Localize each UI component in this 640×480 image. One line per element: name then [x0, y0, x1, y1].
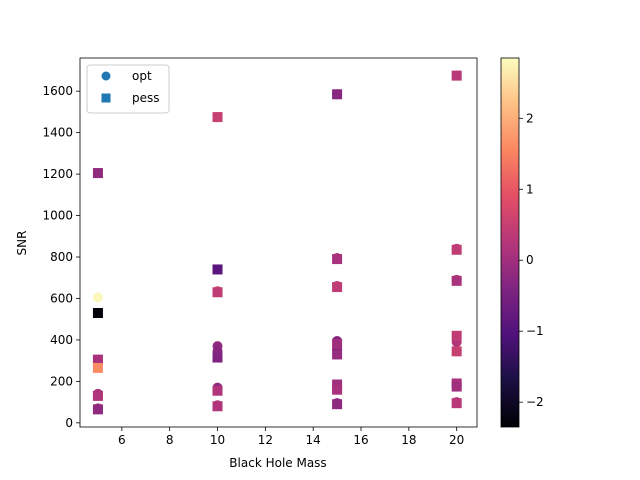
x-tick-label-16: 16: [353, 433, 368, 447]
data-point-pess-3: [92, 362, 103, 373]
y-tick-label-1200: 1200: [42, 167, 73, 181]
data-point-pess-26: [451, 381, 462, 392]
x-axis-label: Black Hole Mass: [229, 456, 326, 470]
data-point-pess-22: [451, 275, 462, 286]
y-tick-label-800: 800: [50, 250, 73, 264]
x-axis: 6 8 10 12 14 16 18 20: [118, 427, 464, 447]
points-layer: [92, 70, 462, 415]
data-point-pess-19: [332, 399, 343, 410]
data-point-pess-6: [212, 112, 223, 123]
data-point-pess-10: [212, 385, 223, 396]
data-point-pess-7: [212, 264, 223, 275]
data-point-pess-24: [451, 346, 462, 357]
legend-frame: [86, 64, 170, 114]
y-axis-label: SNR: [15, 231, 29, 256]
data-point-pess-5: [92, 404, 103, 415]
data-point-pess-2: [92, 354, 103, 365]
data-point-pess-8: [212, 287, 223, 298]
data-point-pess-18: [332, 384, 343, 395]
legend-marker-opt: [101, 71, 111, 81]
data-point-pess-12: [332, 89, 343, 100]
y-axis: 0 200 400 600 800 1000 1200 1400 1600: [42, 84, 80, 430]
y-tick-label-1400: 1400: [42, 126, 73, 140]
data-point-pess-11: [212, 401, 223, 412]
x-tick-label-10: 10: [210, 433, 225, 447]
legend-label-opt: opt: [132, 69, 152, 83]
x-tick-label-18: 18: [401, 433, 416, 447]
data-point-pess-21: [451, 244, 462, 255]
data-point-pess-9: [212, 352, 223, 363]
data-point-pess-23: [451, 330, 462, 341]
colorbar-tick-label-0: −2: [526, 395, 544, 409]
colorbar-tick-label-1: −1: [526, 324, 544, 338]
data-point-pess-20: [451, 70, 462, 81]
legend: opt pess: [86, 64, 170, 114]
legend-marker-pess: [101, 93, 111, 103]
y-tick-label-1000: 1000: [42, 209, 73, 223]
data-point-pess-4: [92, 390, 103, 401]
data-point-pess-1: [92, 307, 103, 318]
data-point-pess-0: [92, 168, 103, 179]
data-point-pess-27: [451, 398, 462, 409]
x-tick-label-20: 20: [449, 433, 464, 447]
y-tick-label-400: 400: [50, 333, 73, 347]
data-point-pess-13: [332, 254, 343, 265]
data-point-pess-14: [332, 282, 343, 293]
data-point-pess-15: [332, 339, 343, 350]
x-tick-label-8: 8: [166, 433, 174, 447]
colorbar: −2 −1 0 1 2: [500, 57, 544, 428]
x-tick-label-14: 14: [306, 433, 321, 447]
x-tick-label-12: 12: [258, 433, 273, 447]
colorbar-tick-label-2: 0: [526, 253, 534, 267]
y-tick-label-1600: 1600: [42, 84, 73, 98]
colorbar-gradient: [500, 57, 520, 428]
y-tick-label-200: 200: [50, 374, 73, 388]
data-point-pess-16: [332, 349, 343, 360]
y-tick-label-600: 600: [50, 291, 73, 305]
colorbar-tick-label-3: 1: [526, 182, 534, 196]
colorbar-ticks: −2 −1 0 1 2: [519, 111, 544, 409]
colorbar-tick-label-4: 2: [526, 111, 534, 125]
data-point-opt-0: [92, 292, 103, 303]
x-tick-label-6: 6: [118, 433, 126, 447]
data-point-pess-17: [332, 379, 343, 390]
legend-label-pess: pess: [132, 91, 160, 105]
plot-frame: [79, 57, 478, 428]
y-tick-label-0: 0: [65, 416, 73, 430]
